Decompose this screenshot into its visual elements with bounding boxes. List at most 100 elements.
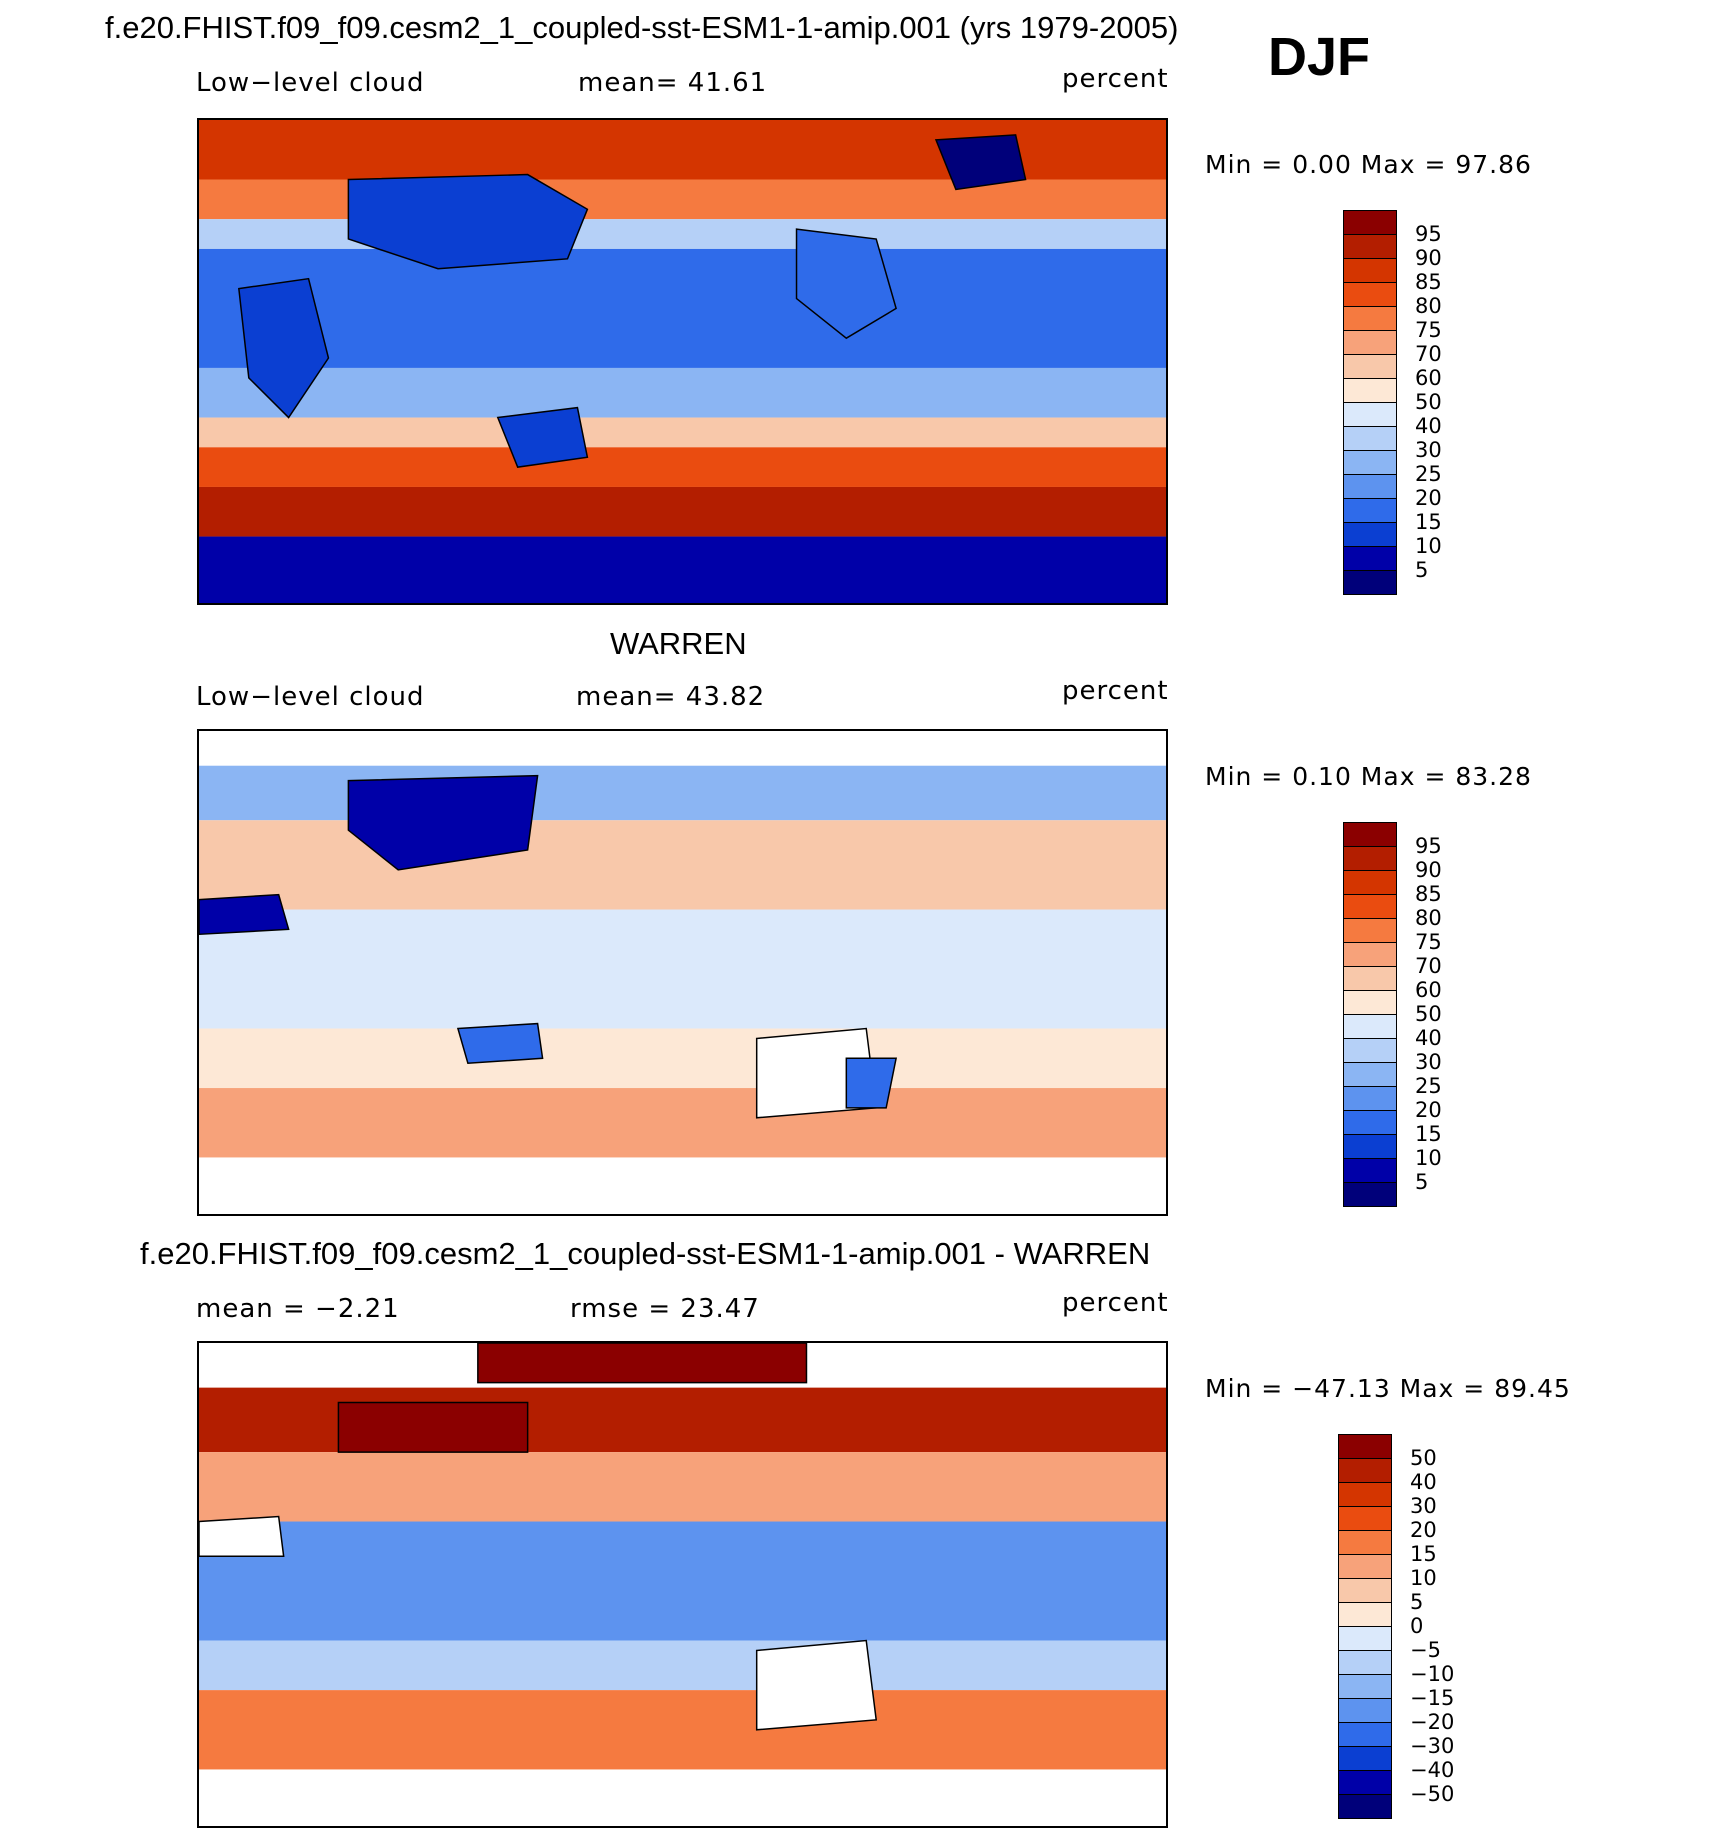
colorbar-tick-label: 15 bbox=[1415, 510, 1442, 534]
latitude-band bbox=[199, 248, 1166, 368]
colorbar-swatch bbox=[1343, 378, 1397, 403]
latitude-band bbox=[199, 1640, 1166, 1691]
latitude-band bbox=[199, 1157, 1166, 1214]
colorbar-swatch bbox=[1343, 306, 1397, 331]
colorbar-tick-label: 30 bbox=[1415, 1050, 1442, 1074]
colorbar-swatch bbox=[1343, 282, 1397, 307]
colorbar-swatch bbox=[1338, 1770, 1392, 1795]
colorbar-swatch bbox=[1343, 330, 1397, 355]
latitude-band bbox=[199, 820, 1166, 910]
colorbar-tick-label: −20 bbox=[1410, 1710, 1455, 1734]
colorbar-tick-label: 20 bbox=[1415, 1098, 1442, 1122]
colorbar-swatch bbox=[1343, 1014, 1397, 1039]
colorbar-swatch bbox=[1338, 1458, 1392, 1483]
colorbar-swatch bbox=[1343, 1038, 1397, 1063]
colorbar-tick-label: 60 bbox=[1415, 978, 1442, 1002]
colorbar-tick-label: 80 bbox=[1415, 906, 1442, 930]
land-region bbox=[199, 1515, 285, 1557]
colorbar-tick-label: 10 bbox=[1415, 534, 1442, 558]
colorbar-swatch bbox=[1343, 1182, 1397, 1207]
panel2-title: WARREN bbox=[610, 626, 747, 661]
panel1-title: f.e20.FHIST.f09_f09.cesm2_1_coupled-sst-… bbox=[105, 10, 1179, 45]
colorbar-tick-label: 60 bbox=[1415, 366, 1442, 390]
panel2-map-field bbox=[199, 731, 1166, 1214]
colorbar-tick-label: 30 bbox=[1410, 1494, 1437, 1518]
colorbar-swatch bbox=[1338, 1506, 1392, 1531]
colorbar-tick-label: 80 bbox=[1415, 294, 1442, 318]
colorbar-tick-label: 0 bbox=[1410, 1614, 1424, 1638]
land-region bbox=[477, 1343, 808, 1384]
colorbar-swatch bbox=[1343, 918, 1397, 943]
colorbar-tick-label: 10 bbox=[1410, 1566, 1437, 1590]
panel2-mean-label: mean= 43.82 bbox=[576, 682, 766, 712]
land-region bbox=[347, 173, 589, 270]
latitude-band bbox=[199, 536, 1166, 603]
panel3-rmse-label: rmse = 23.47 bbox=[570, 1294, 760, 1324]
latitude-band bbox=[199, 731, 1166, 766]
colorbar-tick-label: 40 bbox=[1415, 1026, 1442, 1050]
colorbar-swatch bbox=[1338, 1746, 1392, 1771]
colorbar-swatch bbox=[1343, 1110, 1397, 1135]
colorbar-tick-label: −15 bbox=[1410, 1686, 1455, 1710]
colorbar-tick-label: −40 bbox=[1410, 1758, 1455, 1782]
colorbar-swatch bbox=[1343, 426, 1397, 451]
colorbar-swatch bbox=[1343, 522, 1397, 547]
colorbar-tick-label: 50 bbox=[1415, 390, 1442, 414]
land-region bbox=[337, 1401, 529, 1453]
colorbar-tick-label: 40 bbox=[1415, 414, 1442, 438]
colorbar-swatch bbox=[1343, 966, 1397, 991]
colorbar-swatch bbox=[1338, 1650, 1392, 1675]
colorbar-swatch bbox=[1343, 210, 1397, 235]
latitude-band bbox=[199, 1521, 1166, 1641]
colorbar-tick-label: 85 bbox=[1415, 270, 1442, 294]
panel3-title: f.e20.FHIST.f09_f09.cesm2_1_coupled-sst-… bbox=[140, 1236, 1151, 1271]
latitude-band bbox=[199, 1690, 1166, 1770]
land-region bbox=[795, 228, 897, 340]
colorbar-swatch bbox=[1338, 1722, 1392, 1747]
colorbar-tick-label: 5 bbox=[1415, 1170, 1429, 1194]
panel1-map-field bbox=[199, 120, 1166, 603]
colorbar-swatch bbox=[1343, 570, 1397, 595]
land-region bbox=[755, 1639, 878, 1731]
colorbar-swatch bbox=[1343, 234, 1397, 259]
land-region bbox=[456, 1022, 544, 1065]
colorbar-swatch bbox=[1343, 354, 1397, 379]
colorbar-swatch bbox=[1343, 546, 1397, 571]
colorbar-swatch bbox=[1343, 846, 1397, 871]
land-region bbox=[845, 1057, 898, 1109]
panel1-units-label: percent bbox=[1062, 64, 1169, 94]
panel1-map bbox=[197, 118, 1168, 605]
colorbar-tick-label: 70 bbox=[1415, 954, 1442, 978]
colorbar-tick-label: −30 bbox=[1410, 1734, 1455, 1758]
colorbar-tick-label: 75 bbox=[1415, 930, 1442, 954]
panel3-mean-label: mean = −2.21 bbox=[196, 1294, 400, 1324]
colorbar-tick-label: 20 bbox=[1415, 486, 1442, 510]
colorbar-tick-label: 90 bbox=[1415, 246, 1442, 270]
land-region bbox=[496, 406, 589, 468]
latitude-band bbox=[199, 486, 1166, 537]
colorbar-tick-label: 50 bbox=[1410, 1446, 1437, 1470]
colorbar-swatch bbox=[1343, 1062, 1397, 1087]
latitude-band bbox=[199, 1769, 1166, 1826]
land-region bbox=[238, 277, 330, 419]
land-region bbox=[347, 774, 539, 871]
colorbar-tick-label: 85 bbox=[1415, 882, 1442, 906]
panel2-variable-label: Low−level cloud bbox=[196, 682, 425, 712]
latitude-band bbox=[199, 367, 1166, 418]
colorbar-swatch bbox=[1343, 258, 1397, 283]
colorbar-tick-label: 15 bbox=[1415, 1122, 1442, 1146]
colorbar-tick-label: 20 bbox=[1410, 1518, 1437, 1542]
colorbar-swatch bbox=[1343, 498, 1397, 523]
latitude-band bbox=[199, 1028, 1166, 1089]
colorbar-swatch bbox=[1343, 870, 1397, 895]
panel2-minmax: Min = 0.10 Max = 83.28 bbox=[1205, 762, 1532, 791]
colorbar-tick-label: −10 bbox=[1410, 1662, 1455, 1686]
colorbar-swatch bbox=[1338, 1482, 1392, 1507]
colorbar-swatch bbox=[1343, 402, 1397, 427]
colorbar-tick-label: 25 bbox=[1415, 462, 1442, 486]
panel1-mean-label: mean= 41.61 bbox=[578, 68, 768, 98]
land-region bbox=[934, 134, 1027, 191]
land-region bbox=[199, 893, 290, 936]
colorbar-swatch bbox=[1338, 1626, 1392, 1651]
colorbar-tick-label: 75 bbox=[1415, 318, 1442, 342]
